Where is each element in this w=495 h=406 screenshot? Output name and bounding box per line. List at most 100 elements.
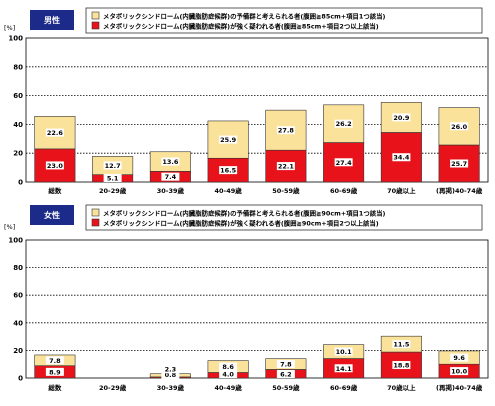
category-label: 60-69歳	[330, 383, 358, 392]
data-label-reserve: 13.6	[161, 157, 180, 166]
data-label-reserve: 7.8	[276, 360, 295, 369]
data-label-text: 11.5	[393, 341, 410, 349]
category-label: 20-29歳	[99, 186, 127, 195]
y-tick-label: 40	[13, 319, 23, 327]
y-tick-label: 20	[13, 347, 23, 355]
data-label-bg	[334, 119, 353, 128]
data-label-bg	[161, 370, 180, 379]
data-label-bg	[276, 126, 295, 135]
legend-label-reserve: メタボリックシンドローム(内臓脂肪症候群)の予備群と考えられる者(腹囲≧85cm…	[103, 12, 386, 21]
category-labels: 総数 20-29歳 30-39歳 40-49歳 50-59歳 60-69歳 70歳以上 (再掲…	[48, 186, 482, 195]
data-label-bg	[45, 161, 64, 170]
data-label-strong: 4.0	[219, 370, 238, 379]
data-label-reserve: 10.1	[334, 347, 353, 356]
y-tick-label: 60	[13, 92, 23, 100]
data-label-text: 20.9	[393, 114, 410, 122]
data-label-strong: 34.4	[392, 153, 411, 162]
category-labels: 総数 20-29歳 30-39歳 40-49歳 50-59歳 60-69歳 70歳以上 (再掲…	[48, 383, 482, 392]
category-label: 総数	[48, 186, 62, 195]
bars: 8.9 7.8 0.82.3 4.08.6 6.2 7.8 14.1 10.1 18.8 11.5…	[34, 335, 480, 379]
data-label-text: 8.9	[49, 368, 61, 376]
data-label-bg	[450, 159, 469, 168]
data-label-strong: 5.1	[103, 174, 122, 183]
data-label-bg	[392, 113, 411, 122]
y-unit-label: [%]	[4, 223, 15, 231]
category-label: 30-39歳	[157, 186, 185, 195]
y-tick-label: 100	[8, 35, 23, 43]
data-label-text: 22.6	[47, 129, 64, 137]
gender-badge-female	[30, 205, 74, 225]
category-label: 総数	[48, 383, 62, 392]
data-label-bg	[219, 166, 238, 175]
data-label-strong: 0.8	[161, 370, 180, 379]
data-label-reserve: 11.5	[392, 340, 411, 349]
data-label-bg	[334, 347, 353, 356]
bar-segment-strong	[438, 144, 480, 183]
data-label-text: 4.0	[222, 371, 234, 379]
data-label-text: 7.8	[280, 361, 292, 369]
data-label-text: 10.0	[451, 368, 468, 376]
data-label-reserve: 26.0	[450, 122, 469, 131]
legend-label-strong: メタボリックシンドローム(内臓脂肪症候群)が強く疑われる者(腹囲≧90cm+項目…	[103, 219, 379, 228]
data-label-bg	[161, 157, 180, 166]
data-label-bg	[392, 361, 411, 370]
data-label-text: 0.8	[165, 371, 177, 379]
plot-frame	[25, 37, 489, 183]
data-label-reserve: 8.6	[219, 362, 238, 371]
category-label: 40-49歳	[214, 186, 242, 195]
male-chart-panel: 男性 [%] メタボリックシンドローム(内臓脂肪症候群)の予備群と考えられる者(…	[4, 7, 489, 195]
category-label: 70歳以上	[387, 186, 416, 195]
data-label-bg	[276, 162, 295, 171]
data-label-bg	[450, 122, 469, 131]
data-label-text: 14.1	[336, 365, 353, 373]
legend-swatch-strong	[91, 218, 100, 227]
legend-swatch-reserve	[91, 208, 100, 217]
y-tick-label: 80	[13, 264, 23, 272]
data-label-text: 7.4	[165, 173, 177, 181]
data-label-reserve: 9.6	[450, 353, 469, 362]
y-tick-label: 80	[13, 63, 23, 71]
data-label-text: 16.5	[220, 167, 237, 175]
bar-segment-reserve	[380, 102, 422, 133]
data-label-bg	[334, 364, 353, 373]
data-label-text: 25.7	[451, 160, 467, 168]
legend: メタボリックシンドローム(内臓脂肪症候群)の予備群と考えられる者(腹囲≧85cm…	[85, 7, 483, 34]
data-label-reserve: 7.8	[45, 356, 64, 365]
data-label-bg	[334, 158, 353, 167]
data-label-text: 8.6	[222, 363, 234, 371]
bar-segment-strong	[323, 142, 365, 183]
data-label-bg	[219, 362, 238, 371]
category-label: 20-29歳	[99, 383, 127, 392]
data-label-strong: 23.0	[45, 161, 64, 170]
data-label-text: 27.8	[278, 127, 295, 135]
data-label-text: 23.0	[47, 162, 64, 170]
data-label-text: 22.1	[278, 163, 295, 171]
data-label-reserve: 26.2	[334, 119, 353, 128]
y-tick-label: 60	[13, 292, 23, 300]
data-label-reserve: 27.8	[276, 126, 295, 135]
category-label: 60-69歳	[330, 186, 358, 195]
data-label-bg	[392, 153, 411, 162]
data-label-strong: 25.7	[450, 159, 469, 168]
data-label-text: 25.9	[220, 136, 237, 144]
y-unit-label: [%]	[4, 24, 15, 32]
category-label: 70歳以上	[387, 383, 416, 392]
data-label-text: 9.6	[453, 354, 465, 362]
data-label-bg	[276, 370, 295, 378]
data-label-text: 34.4	[393, 154, 410, 162]
data-label-reserve: 2.3	[161, 365, 180, 374]
data-label-reserve: 25.9	[219, 135, 238, 144]
category-label: 30-39歳	[157, 383, 185, 392]
data-label-text: 10.1	[336, 348, 353, 356]
data-label-bg	[219, 135, 238, 144]
data-label-bg	[45, 356, 64, 365]
gender-badge-label: 男性	[44, 15, 60, 25]
y-tick-label: 0	[18, 375, 23, 383]
y-axis-ticks: 0 20 40 60 80 100	[8, 237, 23, 383]
data-label-text: 5.1	[107, 175, 119, 183]
legend-label-strong: メタボリックシンドローム(内臓脂肪症候群)が強く疑われる者(腹囲≧85cm+項目…	[103, 22, 379, 31]
data-label-text: 27.4	[336, 159, 353, 167]
data-label-text: 13.6	[162, 158, 179, 166]
data-label-bg	[392, 340, 411, 349]
data-label-bg	[161, 365, 180, 374]
